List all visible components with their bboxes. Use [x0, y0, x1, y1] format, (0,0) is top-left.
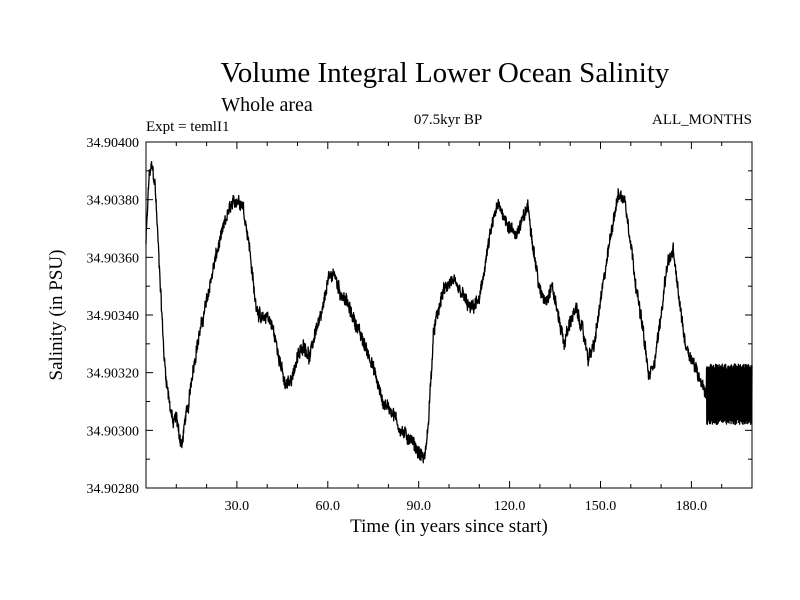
x-axis-label: Time (in years since start)	[350, 516, 548, 537]
series-layer	[145, 160, 753, 464]
y-tick-label: 34.90280	[87, 482, 140, 497]
chart-subtitle: Whole area	[221, 94, 313, 116]
y-axis-ticks: 34.90280 34.90300 34.90320 34.90340 34.90360…	[87, 136, 752, 497]
x-tick-label: 60.0	[316, 499, 341, 514]
y-axis-label: Salinity (in PSU)	[46, 250, 67, 381]
y-tick-label: 34.90320	[87, 367, 140, 382]
y-tick-label: 34.90380	[87, 194, 140, 209]
months-label: ALL_MONTHS	[652, 112, 752, 128]
x-tick-label: 90.0	[406, 499, 431, 514]
salinity-series-line	[145, 160, 753, 464]
y-tick-label: 34.90360	[87, 251, 140, 266]
x-tick-label: 120.0	[494, 499, 526, 514]
y-tick-label: 34.90400	[87, 136, 140, 151]
x-tick-label: 30.0	[225, 499, 250, 514]
x-tick-label: 150.0	[585, 499, 617, 514]
y-tick-label: 34.90300	[87, 424, 140, 439]
y-tick-label: 34.90340	[87, 309, 140, 324]
x-tick-label: 180.0	[676, 499, 708, 514]
experiment-label: Expt = temlI1	[146, 119, 229, 135]
x-axis-ticks: 30.0 60.0 90.0 120.0 150.0 180.0	[175, 142, 723, 514]
period-label: 07.5kyr BP	[414, 112, 482, 128]
chart-title: Volume Integral Lower Ocean Salinity	[221, 57, 670, 89]
